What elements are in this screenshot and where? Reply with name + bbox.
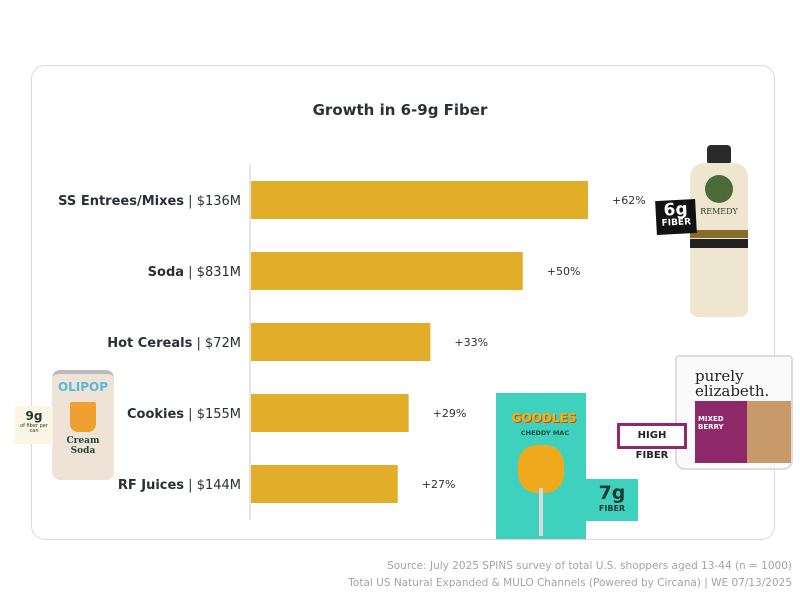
goodles-box-image: GOODLES CHEDDY MAC — [496, 393, 586, 539]
category-name: SS Entrees/Mixes — [58, 194, 184, 209]
sticker-label: FIBER — [598, 504, 626, 513]
category-sales: | $144M — [184, 478, 241, 493]
value-label: +50% — [547, 265, 581, 278]
value-label: +27% — [422, 478, 456, 491]
remedy-brand: REMEDY — [700, 207, 738, 216]
category-name: Cookies — [127, 407, 184, 422]
olipop-flavor: Cream Soda — [66, 436, 100, 456]
category-sales: | $155M — [184, 407, 241, 422]
category-label: SS Entrees/Mixes | $136M — [58, 194, 241, 209]
sticker-value: 7g — [598, 482, 626, 504]
purely-brand: purely elizabeth. — [695, 367, 770, 400]
value-label: +62% — [612, 194, 646, 207]
bar-4 — [251, 465, 398, 503]
category-name: Hot Cereals — [107, 336, 192, 351]
fiber-sticker-7g: 7g FIBER — [586, 479, 638, 521]
fiber-sticker-6g: 6g FIBER — [655, 198, 697, 236]
category-label: RF Juices | $144M — [118, 478, 241, 493]
fiber-sticker-9g: 9g of fiber per can — [15, 406, 53, 444]
bar-3 — [251, 394, 409, 432]
source-line-2: Total US Natural Expanded & MULO Channel… — [348, 577, 792, 589]
category-name: Soda — [148, 265, 184, 280]
goodles-brand: GOODLES — [511, 411, 577, 425]
category-name: RF Juices — [118, 478, 184, 493]
category-label: Soda | $831M — [148, 265, 241, 280]
olipop-can-image: OLIPOP Cream Soda — [52, 370, 114, 480]
source-note: Source: July 2025 SPINS survey of total … — [348, 558, 792, 592]
purely-flavor: MIXED BERRY — [698, 415, 724, 431]
sticker-label: FIBER — [661, 217, 692, 229]
source-line-1: Source: July 2025 SPINS survey of total … — [387, 560, 792, 572]
category-sales: | $72M — [192, 336, 241, 351]
bar-0 — [251, 181, 588, 219]
bar-1 — [251, 252, 523, 290]
category-sales: | $831M — [184, 265, 241, 280]
value-label: +29% — [433, 407, 467, 420]
category-sales: | $136M — [184, 194, 241, 209]
bar-2 — [251, 323, 431, 361]
sticker-label: of fiber per can — [20, 423, 48, 434]
goodles-flavor: CHEDDY MAC — [520, 429, 570, 437]
chart-title: Growth in 6-9g Fiber — [312, 101, 488, 119]
olipop-brand: OLIPOP — [57, 380, 109, 394]
category-label: Cookies | $155M — [127, 407, 241, 422]
value-label: +33% — [454, 336, 488, 349]
purely-elizabeth-cup-image: purely elizabeth. MIXED BERRY — [675, 355, 793, 470]
category-label: Hot Cereals | $72M — [107, 336, 241, 351]
remedy-bottle-image: REMEDY — [688, 145, 750, 317]
high-fiber-sticker: HIGH FIBER — [617, 423, 687, 461]
sticker-value: 9g — [25, 409, 43, 423]
chart-card — [31, 65, 775, 540]
